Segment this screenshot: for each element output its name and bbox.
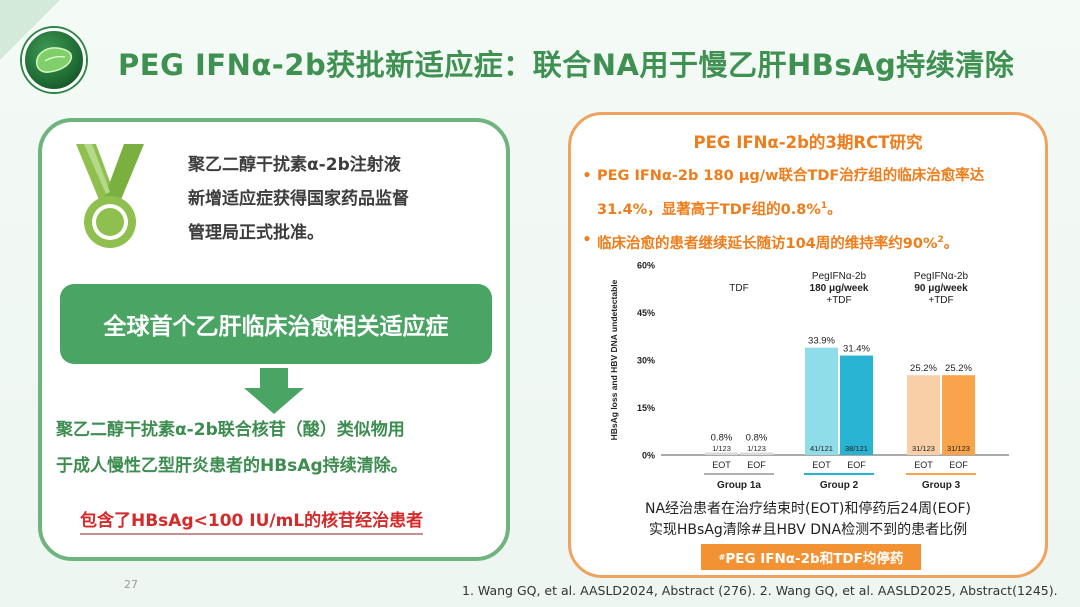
y-tick-label: 45% [637,308,655,318]
approval-intro: 聚乙二醇干扰素α-2b注射液 新增适应症获得国家药品监督 管理局正式批准。 [188,148,488,250]
bar-eof [942,375,975,455]
y-tick-label: 0% [642,451,655,461]
reference-mark: 1 [820,201,828,211]
count-label: 1/123 [747,444,766,453]
approval-panel: 聚乙二醇干扰素α-2b注射液 新增适应症获得国家药品监督 管理局正式批准。 全球… [38,118,510,561]
bar-eof [740,452,773,455]
chart-caption: NA经治患者在治疗结束时(EOT)和停药后24周(EOF) 实现HBsAg清除#… [571,499,1045,541]
bullet-tail: 。 [943,235,959,252]
y-axis-label: HBsAg loss and HBV DNA undetectable [609,279,619,440]
group-header-label: PegIFNα-2b [914,271,969,282]
count-label: 1/123 [712,444,731,453]
page-title: PEG IFNα-2b获批新适应症：联合NA用于慢乙肝HBsAg持续清除 [118,48,1015,82]
population-note: 包含了HBsAg<100 IU/mL的核苷经治患者 [80,506,424,535]
reference-mark: 2 [937,234,944,245]
hbsag-loss-chart: 0% 15% 30% 45% 60% HBsAg loss and HBV DNA und… [609,261,1009,491]
rct-bullets: • PEG IFNα-2b 180 μg/w联合TDF治疗组的临床治愈率达31.… [577,161,1041,259]
group-header-label: 90 μg/week [914,283,968,294]
bullet-marker: • [582,168,592,184]
count-label: 31/123 [947,444,970,453]
indication-line: 聚乙二醇干扰素α-2b联合核苷（酸）类似物用 [56,420,405,440]
group-header-label: +TDF [826,295,851,306]
group-label: Group 3 [922,480,961,491]
bullet-tail: 。 [827,201,842,218]
y-tick-label: 60% [637,261,655,271]
bullet-text: 临床治愈的患者继续延长随访104周的维持率约90% [597,235,938,252]
footnote-mark: # [718,552,726,562]
references: 1. Wang GQ, et al. AASLD2024, Abstract (… [462,583,1058,598]
intro-line: 新增适应症获得国家药品监督 [188,189,409,209]
liver-icon [36,47,73,73]
bar-eot [805,347,838,455]
bullet-text: PEG IFNα-2b 180 μg/w联合TDF治疗组的临床治愈率达31.4%… [597,168,985,218]
x-tick-label: EOF [949,460,968,470]
bullet-marker: • [582,231,592,248]
group-header-label: PegIFNα-2b [812,271,867,282]
rct-panel: PEG IFNα-2b的3期RCT研究 • PEG IFNα-2b 180 μg… [568,112,1048,578]
indication-line: 于成人慢性乙型肝炎患者的HBsAg持续清除。 [56,456,408,476]
group-label: Group 1a [717,480,761,491]
x-tick-label: EOF [747,460,766,470]
first-indication-banner: 全球首个乙肝临床治愈相关适应症 [60,284,492,364]
x-tick-label: EOT [812,460,831,470]
data-label: 0.8% [711,432,733,443]
page-number: 27 [124,578,138,591]
bar-eot [705,452,738,455]
group-header-label: +TDF [928,295,953,306]
company-logo [22,28,86,92]
down-arrow-icon [244,368,304,414]
bar-eof [840,355,873,455]
bar-eot [907,375,940,455]
caption-line: NA经治患者在治疗结束时(EOT)和停药后24周(EOF) [644,501,972,517]
data-label: 33.9% [808,336,835,347]
count-label: 41/121 [810,444,833,453]
group-header-label: TDF [729,283,748,294]
caption-line: 实现HBsAg清除#且HBV DNA检测不到的患者比例 [648,522,968,538]
group-header-label: 180 μg/week [810,283,869,294]
count-label: 31/123 [912,444,935,453]
x-tick-label: EOF [847,460,866,470]
y-tick-label: 15% [637,403,655,413]
badge-text: PEG IFNα-2b和TDF均停药 [725,551,904,567]
data-label: 31.4% [843,344,870,355]
data-label: 25.2% [945,363,972,374]
y-tick-label: 30% [637,356,655,366]
bullet-item: • PEG IFNα-2b 180 μg/w联合TDF治疗组的临床治愈率达31.… [577,161,1041,225]
rct-title: PEG IFNα-2b的3期RCT研究 [693,133,923,152]
data-label: 25.2% [910,363,937,374]
x-tick-label: EOT [914,460,933,470]
medal-icon [76,144,144,248]
x-tick-label: EOT [712,460,731,470]
intro-line: 聚乙二醇干扰素α-2b注射液 [188,155,401,175]
group-label: Group 2 [820,480,859,491]
indication-text: 聚乙二醇干扰素α-2b联合核苷（酸）类似物用 于成人慢性乙型肝炎患者的HBsAg… [56,412,496,484]
count-label: 38/121 [845,444,868,453]
bullet-item: • 临床治愈的患者继续延长随访104周的维持率约90%2。 [577,225,1041,259]
intro-line: 管理局正式批准。 [188,223,324,243]
data-label: 0.8% [746,432,768,443]
discontinuation-badge: # PEG IFNα-2b和TDF均停药 [701,544,921,570]
